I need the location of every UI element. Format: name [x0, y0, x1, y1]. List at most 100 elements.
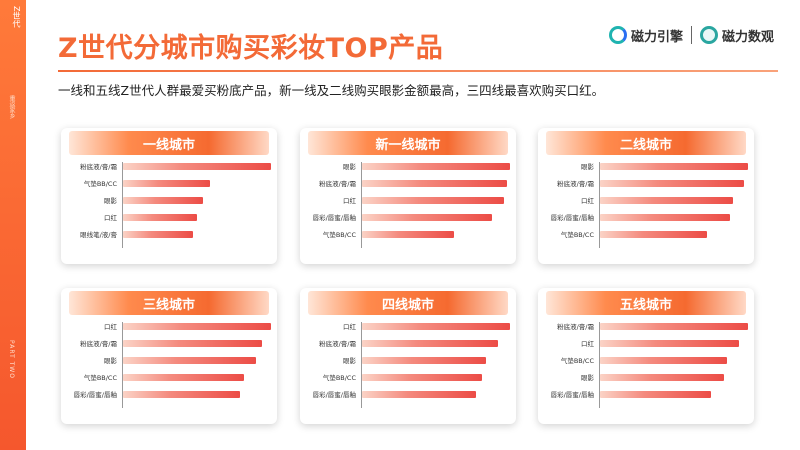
chart-title: 三线城市	[69, 291, 269, 315]
chart-row: 气垫BB/CC	[61, 371, 277, 385]
chart-row: 眼影	[61, 354, 277, 368]
chart-axis	[361, 322, 362, 408]
chart-title: 四线城市	[308, 291, 508, 315]
category-label: 口红	[104, 214, 117, 222]
page-subtitle: 一线和五线Z世代人群最爱买粉底产品，新一线及二线购买眼影金额最高，三四线最喜欢购…	[58, 83, 605, 98]
chart-axis	[122, 162, 123, 248]
chart-row: 气垫BB/CC	[61, 177, 277, 191]
value-bar	[362, 323, 510, 330]
logo-divider	[690, 26, 692, 44]
chart-row: 眼影	[538, 371, 754, 385]
chart-row: 气垫BB/CC	[538, 228, 754, 242]
value-bar	[600, 391, 711, 398]
value-bar	[600, 231, 707, 238]
category-label: 气垫BB/CC	[83, 180, 117, 188]
chart-row: 眼线笔/液/膏	[61, 228, 277, 242]
chart-row: 粉底液/膏/霜	[61, 160, 277, 174]
chart-row: 气垫BB/CC	[538, 354, 754, 368]
category-label: 唇彩/唇蜜/唇釉	[550, 214, 594, 222]
chart-card: 三线城市口红粉底液/膏/霜眼影气垫BB/CC 唇彩/唇蜜/唇釉	[61, 288, 277, 424]
value-bar	[123, 163, 271, 170]
chart-row: 唇彩/唇蜜/唇釉	[300, 211, 516, 225]
value-bar	[123, 197, 203, 204]
value-bar	[600, 214, 730, 221]
value-bar	[123, 391, 240, 398]
category-label: 唇彩/唇蜜/唇釉	[73, 391, 117, 399]
category-label: 口红	[343, 197, 356, 205]
value-bar	[600, 163, 748, 170]
chart-row: 气垫BB/CC	[300, 371, 516, 385]
category-label: 口红	[104, 323, 117, 331]
chart-row: 粉底液/膏/霜	[61, 337, 277, 351]
chart-row: 眼影	[300, 354, 516, 368]
category-label: 眼影	[581, 374, 594, 382]
chart-axis	[599, 162, 600, 248]
category-label: 粉底液/膏/霜	[80, 163, 117, 171]
chart-row: 口红	[61, 320, 277, 334]
value-bar	[362, 391, 476, 398]
category-label: 粉底液/膏/霜	[557, 180, 594, 188]
value-bar	[123, 340, 262, 347]
category-label: 唇彩/唇蜜/唇釉	[312, 214, 356, 222]
value-bar	[362, 214, 492, 221]
cili-data-logo-icon	[699, 26, 718, 44]
chart-axis	[122, 322, 123, 408]
category-label: 气垫BB/CC	[83, 374, 117, 382]
value-bar	[600, 374, 724, 381]
logo-cili-data-text: 磁力数观	[721, 29, 774, 45]
chart-row: 粉底液/膏/霜	[538, 320, 754, 334]
chart-title: 一线城市	[69, 131, 269, 155]
category-label: 眼影	[343, 357, 356, 365]
chart-card: 一线城市粉底液/膏/霜 气垫BB/CC 眼影口红眼线笔/液/膏	[61, 128, 277, 264]
logo-cili-data: 磁力数观	[699, 26, 774, 45]
value-bar	[362, 340, 498, 347]
chart-row: 眼影	[300, 160, 516, 174]
category-label: 粉底液/膏/霜	[80, 340, 117, 348]
category-label: 眼影	[343, 163, 356, 171]
category-label: 气垫BB/CC	[560, 231, 594, 239]
chart-row: 粉底液/膏/霜	[300, 177, 516, 191]
value-bar	[362, 374, 482, 381]
category-label: 唇彩/唇蜜/唇釉	[312, 391, 356, 399]
value-bar	[362, 180, 507, 187]
chart-row: 口红	[300, 194, 516, 208]
category-label: 唇彩/唇蜜/唇釉	[550, 391, 594, 399]
value-bar	[123, 180, 210, 187]
chart-row: 粉底液/膏/霜	[300, 337, 516, 351]
value-bar	[123, 357, 256, 364]
sidebar-tag: Z世代	[12, 6, 21, 28]
chart-card: 新一线城市 眼影 粉底液/膏/霜 口红 唇彩/唇蜜/唇釉 气垫BB/CC	[300, 128, 516, 264]
chart-axis	[599, 322, 600, 408]
value-bar	[362, 163, 510, 170]
value-bar	[600, 357, 727, 364]
value-bar	[600, 323, 748, 330]
chart-axis	[361, 162, 362, 248]
category-label: 口红	[581, 340, 594, 348]
chart-row: 气垫BB/CC	[300, 228, 516, 242]
chart-row: 口红	[538, 194, 754, 208]
chart-row: 粉底液/膏/霜	[538, 177, 754, 191]
category-label: 眼影	[104, 197, 117, 205]
value-bar	[600, 197, 733, 204]
logo-cili-engine-text: 磁力引擎	[630, 29, 683, 45]
value-bar	[123, 231, 193, 238]
chart-row: 唇彩/唇蜜/唇釉	[300, 388, 516, 402]
chart-row: 眼影	[538, 160, 754, 174]
category-label: 粉底液/膏/霜	[557, 323, 594, 331]
value-bar	[600, 340, 739, 347]
chart-row: 唇彩/唇蜜/唇釉	[538, 211, 754, 225]
category-label: 眼影	[104, 357, 117, 365]
chart-row: 眼影	[61, 194, 277, 208]
value-bar	[123, 323, 271, 330]
category-label: 气垫BB/CC	[322, 231, 356, 239]
logo-cili-engine: 磁力引擎	[608, 26, 683, 45]
chart-title: 二线城市	[546, 131, 746, 155]
category-label: 粉底液/膏/霜	[319, 180, 356, 188]
category-label: 气垫BB/CC	[322, 374, 356, 382]
brand-logos: 磁力引擎 磁力数观	[608, 22, 774, 48]
sidebar-subtag: 重返家乡	[8, 95, 15, 119]
category-label: 口红	[581, 197, 594, 205]
chart-card: 五线城市 粉底液/膏/霜 口红 气垫BB/CC 眼影 唇彩/唇蜜/唇釉	[538, 288, 754, 424]
part-label: PART TWO	[8, 340, 15, 379]
value-bar	[123, 214, 197, 221]
